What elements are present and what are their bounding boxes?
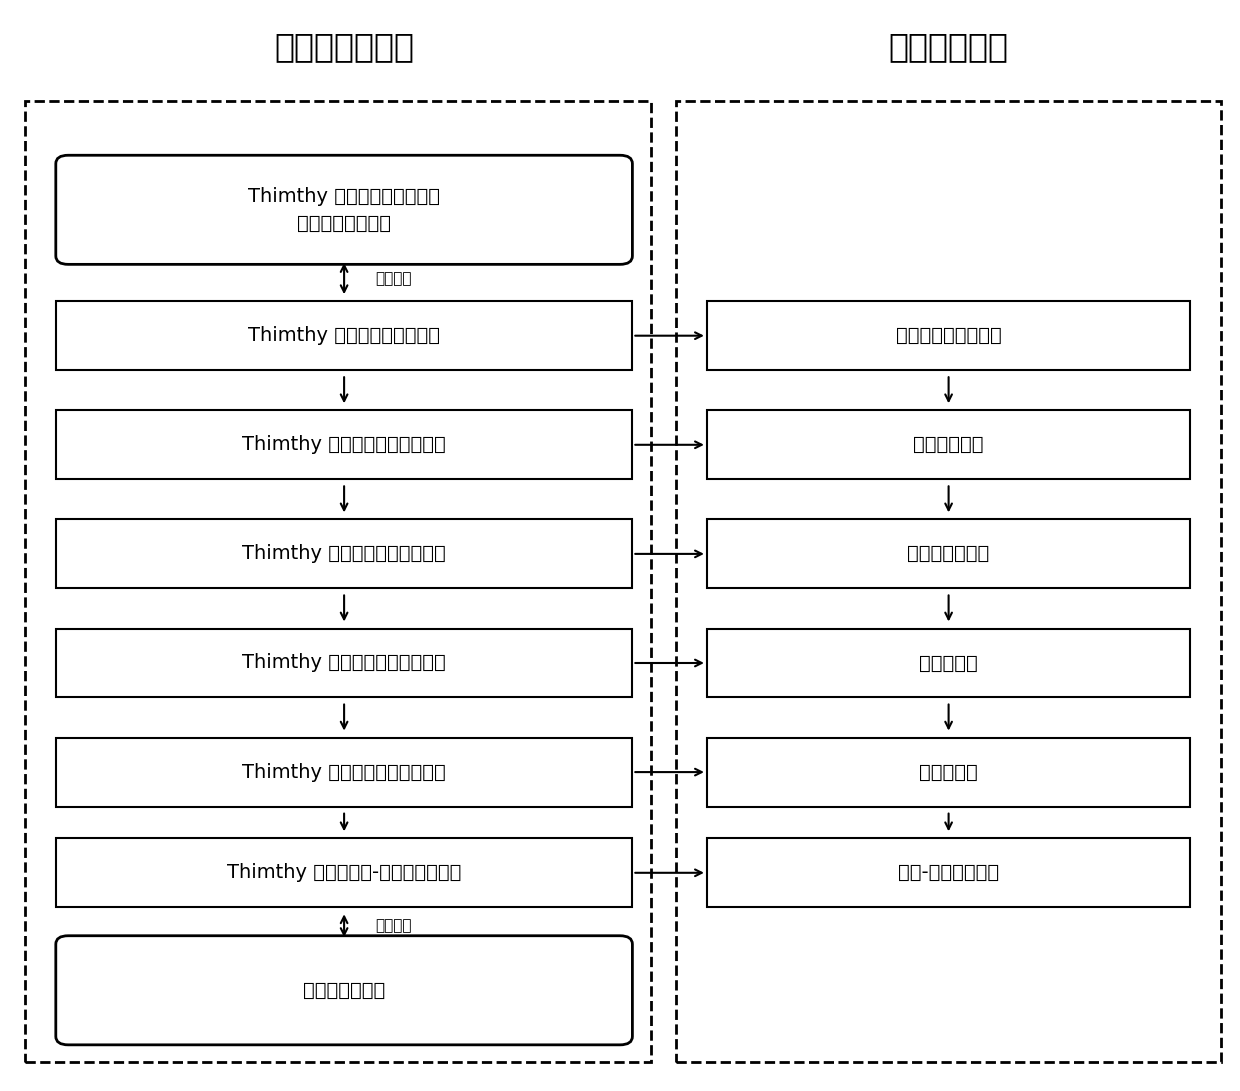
Text: Thimthy 综合征纤维电生理模型: Thimthy 综合征纤维电生理模型 <box>242 544 446 563</box>
Bar <box>707 838 1190 908</box>
Bar <box>676 100 1221 1062</box>
Bar <box>707 301 1190 370</box>
Bar <box>707 519 1190 588</box>
Text: 多尺度心脏构建: 多尺度心脏构建 <box>274 29 414 62</box>
Bar <box>56 838 632 908</box>
Text: Thimthy 综合征心脏电生理模型: Thimthy 综合征心脏电生理模型 <box>242 763 446 781</box>
Text: Thimthy 综合征细胞电生理模型: Thimthy 综合征细胞电生理模型 <box>242 435 446 454</box>
Text: Thimthy 综合征心脏-躯干电生理模型: Thimthy 综合征心脏-躯干电生理模型 <box>227 863 461 883</box>
Text: 对比验证: 对比验证 <box>376 272 412 286</box>
Text: 对比验证: 对比验证 <box>376 919 412 933</box>
Text: 纤维电传导速度: 纤维电传导速度 <box>908 544 990 563</box>
FancyBboxPatch shape <box>56 155 632 264</box>
Bar <box>56 628 632 697</box>
FancyBboxPatch shape <box>56 936 632 1045</box>
Bar <box>707 628 1190 697</box>
Bar <box>707 410 1190 479</box>
Text: Thimthy 综合征离子通道模型: Thimthy 综合征离子通道模型 <box>248 326 440 345</box>
Text: 细胞动作电位: 细胞动作电位 <box>914 435 983 454</box>
Bar <box>56 410 632 479</box>
Text: Thimthy 综合征组织电生理模型: Thimthy 综合征组织电生理模型 <box>242 654 446 672</box>
Bar <box>56 301 632 370</box>
Text: 离子通道门控动力学: 离子通道门控动力学 <box>895 326 1002 345</box>
Bar <box>56 738 632 806</box>
Bar <box>56 519 632 588</box>
Bar <box>25 100 651 1062</box>
Text: 心脏-躯干体表电位: 心脏-躯干体表电位 <box>898 863 999 883</box>
Text: 临床心电图数据: 临床心电图数据 <box>303 981 386 999</box>
Bar <box>707 738 1190 806</box>
Text: 组织折返波: 组织折返波 <box>919 654 978 672</box>
Text: 心脏电传导: 心脏电传导 <box>919 763 978 781</box>
Text: Thimthy 综合征电生理数据和
人体解剖几何数据: Thimthy 综合征电生理数据和 人体解剖几何数据 <box>248 187 440 232</box>
Text: 发病机制分析: 发病机制分析 <box>889 29 1008 62</box>
